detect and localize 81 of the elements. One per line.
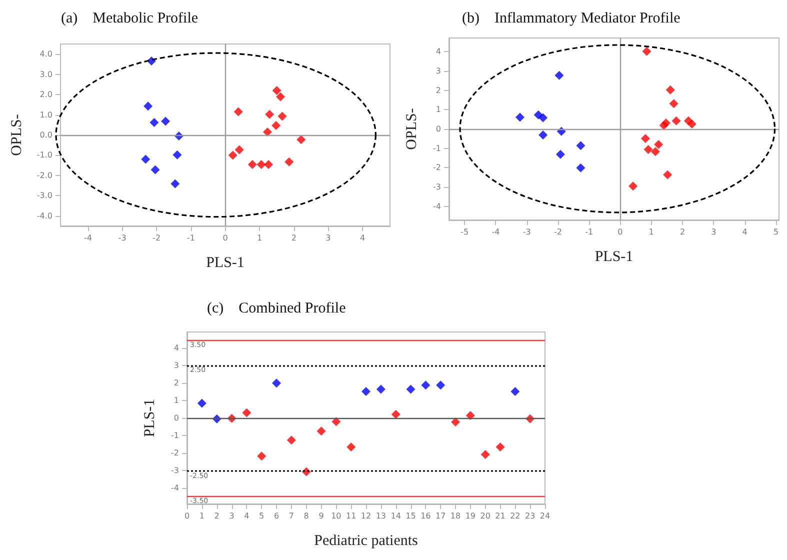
y-tick-label: 3	[436, 66, 441, 76]
x-tick-label: -4	[84, 234, 92, 242]
x-tick-label: 3	[326, 234, 331, 242]
y-tick-label: -3	[171, 466, 179, 476]
y-axis-title: OPLS-	[404, 108, 420, 150]
y-tick-label: -1.0	[36, 150, 53, 160]
chart-title: (b) Inflammatory Mediator Profile	[462, 10, 681, 26]
x-tick-label: 4	[244, 512, 250, 520]
x-tick-label: -1	[186, 234, 195, 242]
x-tick-label: 0	[184, 512, 190, 520]
x-axis-title: Pediatric patients	[314, 533, 418, 549]
y-tick-label: 1	[174, 396, 179, 405]
x-tick-label: -4	[492, 228, 500, 236]
y-tick-label: 2.0	[40, 90, 53, 100]
x-axis-title: PLS-1	[594, 249, 634, 265]
x-tick-label: 17	[435, 512, 446, 520]
x-tick-label: 3	[711, 228, 716, 236]
x-tick-label: -5	[460, 228, 469, 236]
x-tick-label: 4	[360, 234, 366, 242]
x-tick-label: 18	[450, 512, 461, 520]
y-axis-title: PLS-1	[142, 398, 158, 438]
y-tick-label: -1	[433, 144, 441, 153]
y-tick-label: -4	[171, 484, 179, 493]
y-tick-label: -4.0	[36, 211, 53, 220]
x-tick-label: 20	[480, 512, 490, 520]
y-axis-title: OPLS-	[9, 114, 25, 156]
y-tick-label: -2	[433, 163, 441, 172]
y-tick-label: 2	[436, 86, 441, 95]
y-tick-label: 1	[436, 105, 441, 114]
y-tick-label: -3.0	[36, 191, 53, 200]
x-tick-label: -2	[554, 228, 562, 236]
chart-title: (a) Metabolic Profile	[61, 10, 198, 26]
y-tick-label: -1	[171, 431, 179, 440]
x-tick-label: 11	[346, 512, 356, 520]
x-tick-label: 7	[288, 512, 294, 520]
y-tick-label: -3	[433, 182, 441, 192]
x-tick-label: 5	[773, 228, 778, 236]
chart-title: (c) Combined Profile	[207, 300, 346, 316]
x-tick-label: 2	[680, 228, 686, 236]
x-tick-label: 22	[510, 512, 520, 520]
x-tick-label: 19	[465, 512, 476, 520]
x-tick-label: 9	[318, 512, 324, 520]
x-tick-label: 1	[648, 228, 654, 236]
x-tick-label: 2	[291, 234, 296, 242]
y-tick-label: -2	[171, 448, 179, 458]
x-tick-label: 23	[524, 512, 536, 520]
x-tick-label: 0	[618, 228, 623, 236]
y-tick-label: 1.0	[40, 110, 53, 120]
y-tick-label: 0	[174, 414, 179, 422]
y-tick-label: 3	[174, 360, 179, 370]
y-tick-label: 4	[436, 47, 441, 56]
x-tick-label: 10	[331, 512, 342, 520]
x-tick-label: -3	[118, 234, 126, 242]
y-tick-label: 4	[174, 343, 179, 352]
x-axis-title: PLS-1	[206, 255, 244, 271]
x-tick-label: 8	[304, 512, 309, 520]
x-tick-label: -2	[152, 234, 161, 242]
x-tick-label: 2	[214, 512, 220, 520]
x-tick-label: 4	[742, 228, 748, 236]
x-tick-label: 16	[420, 512, 431, 520]
x-tick-label: 12	[360, 512, 372, 520]
x-tick-label: 15	[406, 512, 416, 520]
y-tick-label: 2	[174, 378, 179, 388]
x-tick-label: -3	[522, 228, 531, 236]
x-tick-label: 5	[259, 512, 264, 520]
y-tick-label: -4	[433, 202, 441, 211]
y-tick-label: 3.0	[40, 70, 53, 79]
x-tick-label: 13	[376, 512, 386, 520]
x-tick-label: -1	[585, 228, 594, 236]
x-tick-label: 1	[257, 234, 262, 242]
y-tick-label: -2.0	[36, 170, 53, 180]
x-tick-label: 24	[540, 512, 550, 520]
x-tick-label: 0	[222, 234, 228, 242]
x-tick-label: 21	[495, 512, 506, 520]
x-tick-label: 6	[274, 512, 280, 520]
y-tick-label: 4.0	[40, 50, 53, 59]
x-tick-label: 3	[229, 512, 234, 520]
x-tick-label: 14	[390, 512, 401, 520]
x-tick-label: 1	[199, 512, 204, 520]
y-tick-label: 0	[436, 124, 441, 134]
y-tick-label: 0.0	[40, 130, 53, 140]
